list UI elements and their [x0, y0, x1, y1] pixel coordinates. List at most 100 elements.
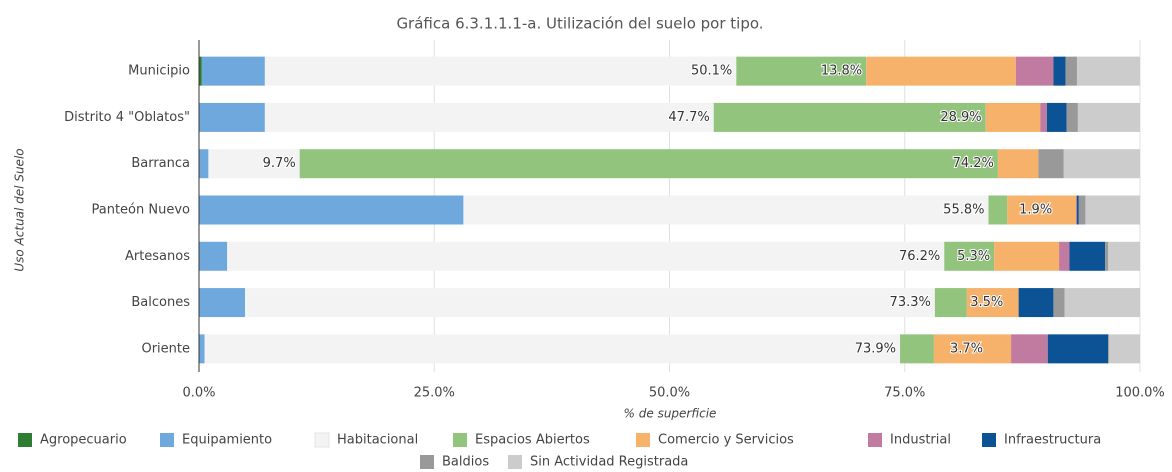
bar-segment	[1007, 195, 1077, 225]
bar-segment	[866, 56, 1016, 86]
bar-segment	[1047, 334, 1109, 364]
bar-segment	[933, 334, 1012, 364]
data-label: 47.7%	[668, 110, 709, 125]
bar-segment	[934, 288, 967, 318]
legend-label: Industrial	[890, 433, 951, 448]
legend-label: Sin Actividad Registrada	[530, 455, 688, 470]
bar-segment	[1069, 241, 1106, 271]
legend-label: Baldios	[442, 455, 489, 470]
bar-segment	[199, 102, 265, 132]
bar-segment	[1108, 334, 1109, 364]
legend-swatch	[420, 455, 434, 469]
data-label: 55.8%	[943, 203, 984, 218]
bar-segment	[1015, 56, 1054, 86]
bar-segment	[1064, 288, 1140, 318]
bar-segment	[299, 149, 998, 179]
bar-segment	[1076, 56, 1140, 86]
x-tick-label: 75.0%	[884, 386, 925, 401]
legend-label: Equipamiento	[182, 433, 272, 448]
bar-segment	[736, 56, 867, 86]
bar-segment	[199, 241, 228, 271]
y-tick-label: Balcones	[131, 295, 190, 310]
bar-segment	[1038, 149, 1064, 179]
legend-label: Habitacional	[337, 433, 418, 448]
y-tick-label: Municipio	[128, 64, 190, 79]
bar-segment	[201, 56, 265, 86]
data-label: 50.1%	[691, 64, 732, 79]
bar-segment	[1076, 195, 1079, 225]
bar-segment	[208, 149, 300, 179]
bar-segment	[264, 102, 714, 132]
bar-segment	[1011, 334, 1048, 364]
legend-label: Comercio y Servicios	[658, 433, 794, 448]
legend-swatch	[868, 433, 882, 447]
legend-swatch	[636, 433, 650, 447]
bar-segment	[997, 149, 1039, 179]
bar-segment	[1076, 195, 1077, 225]
bar-segment	[264, 56, 737, 86]
y-tick-label: Oriente	[141, 341, 190, 356]
legend-swatch	[160, 433, 174, 447]
bar-segment	[1108, 241, 1140, 271]
bar-segment	[966, 288, 1019, 318]
legend-swatch	[982, 433, 996, 447]
bar-segment	[1085, 195, 1140, 225]
data-label: 3.7%	[950, 341, 983, 356]
bar-segment	[199, 334, 205, 364]
bar-segment	[1053, 288, 1065, 318]
bar-segment	[944, 241, 995, 271]
bar-segment	[1077, 102, 1140, 132]
bar-segment	[1053, 56, 1066, 86]
bar-segment	[900, 334, 934, 364]
data-label: 3.5%	[970, 295, 1003, 310]
legend-swatch	[18, 433, 32, 447]
y-tick-label: Panteón Nuevo	[92, 203, 191, 218]
chart-title: Gráfica 6.3.1.1.1-a. Utilización del sue…	[396, 15, 763, 33]
bar-segment	[1105, 241, 1109, 271]
bar-segment	[1108, 334, 1140, 364]
bar-segment	[199, 149, 209, 179]
x-axis-label: % de superficie	[624, 407, 717, 421]
legend-swatch	[314, 432, 330, 448]
bar-segment	[713, 102, 986, 132]
y-tick-label: Artesanos	[125, 249, 190, 264]
x-tick-label: 0.0%	[182, 386, 215, 401]
bar-segment	[1063, 149, 1140, 179]
bar-segment	[1065, 56, 1077, 86]
data-label: 9.7%	[263, 156, 296, 171]
data-label: 76.2%	[899, 249, 940, 264]
data-label: 28.9%	[940, 110, 981, 125]
bar-segment	[1066, 102, 1078, 132]
y-tick-label: Distrito 4 "Oblatos"	[64, 110, 190, 125]
x-tick-label: 25.0%	[414, 386, 455, 401]
x-tick-label: 50.0%	[649, 386, 690, 401]
legend-label: Espacios Abiertos	[475, 433, 590, 448]
bar-segment	[1078, 195, 1086, 225]
legend-label: Agropecuario	[40, 433, 127, 448]
data-label: 5.3%	[957, 249, 990, 264]
bar-segment	[199, 288, 246, 318]
legend-swatch	[453, 433, 467, 447]
data-label: 73.3%	[890, 295, 931, 310]
bar-segment	[988, 195, 1008, 225]
bar-segment	[227, 241, 945, 271]
data-label: 1.9%	[1019, 203, 1052, 218]
y-tick-label: Barranca	[131, 156, 190, 171]
bar-segment	[245, 288, 935, 318]
bar-segment	[199, 56, 202, 86]
bar-segment	[1018, 288, 1054, 318]
bar-segment	[1046, 102, 1067, 132]
data-label: 73.9%	[855, 341, 896, 356]
data-label: 74.2%	[953, 156, 994, 171]
bar-segment	[204, 334, 901, 364]
y-axis-label: Uso Actual del Suelo	[13, 148, 27, 271]
legend-swatch	[508, 455, 522, 469]
legend-label: Infraestructura	[1004, 433, 1101, 448]
bar-segment	[1059, 241, 1070, 271]
bar-segment	[985, 102, 1041, 132]
bar-segment	[199, 195, 464, 225]
bar-segment	[463, 195, 989, 225]
bar-segment	[1040, 102, 1047, 132]
data-label: 13.8%	[821, 64, 862, 79]
